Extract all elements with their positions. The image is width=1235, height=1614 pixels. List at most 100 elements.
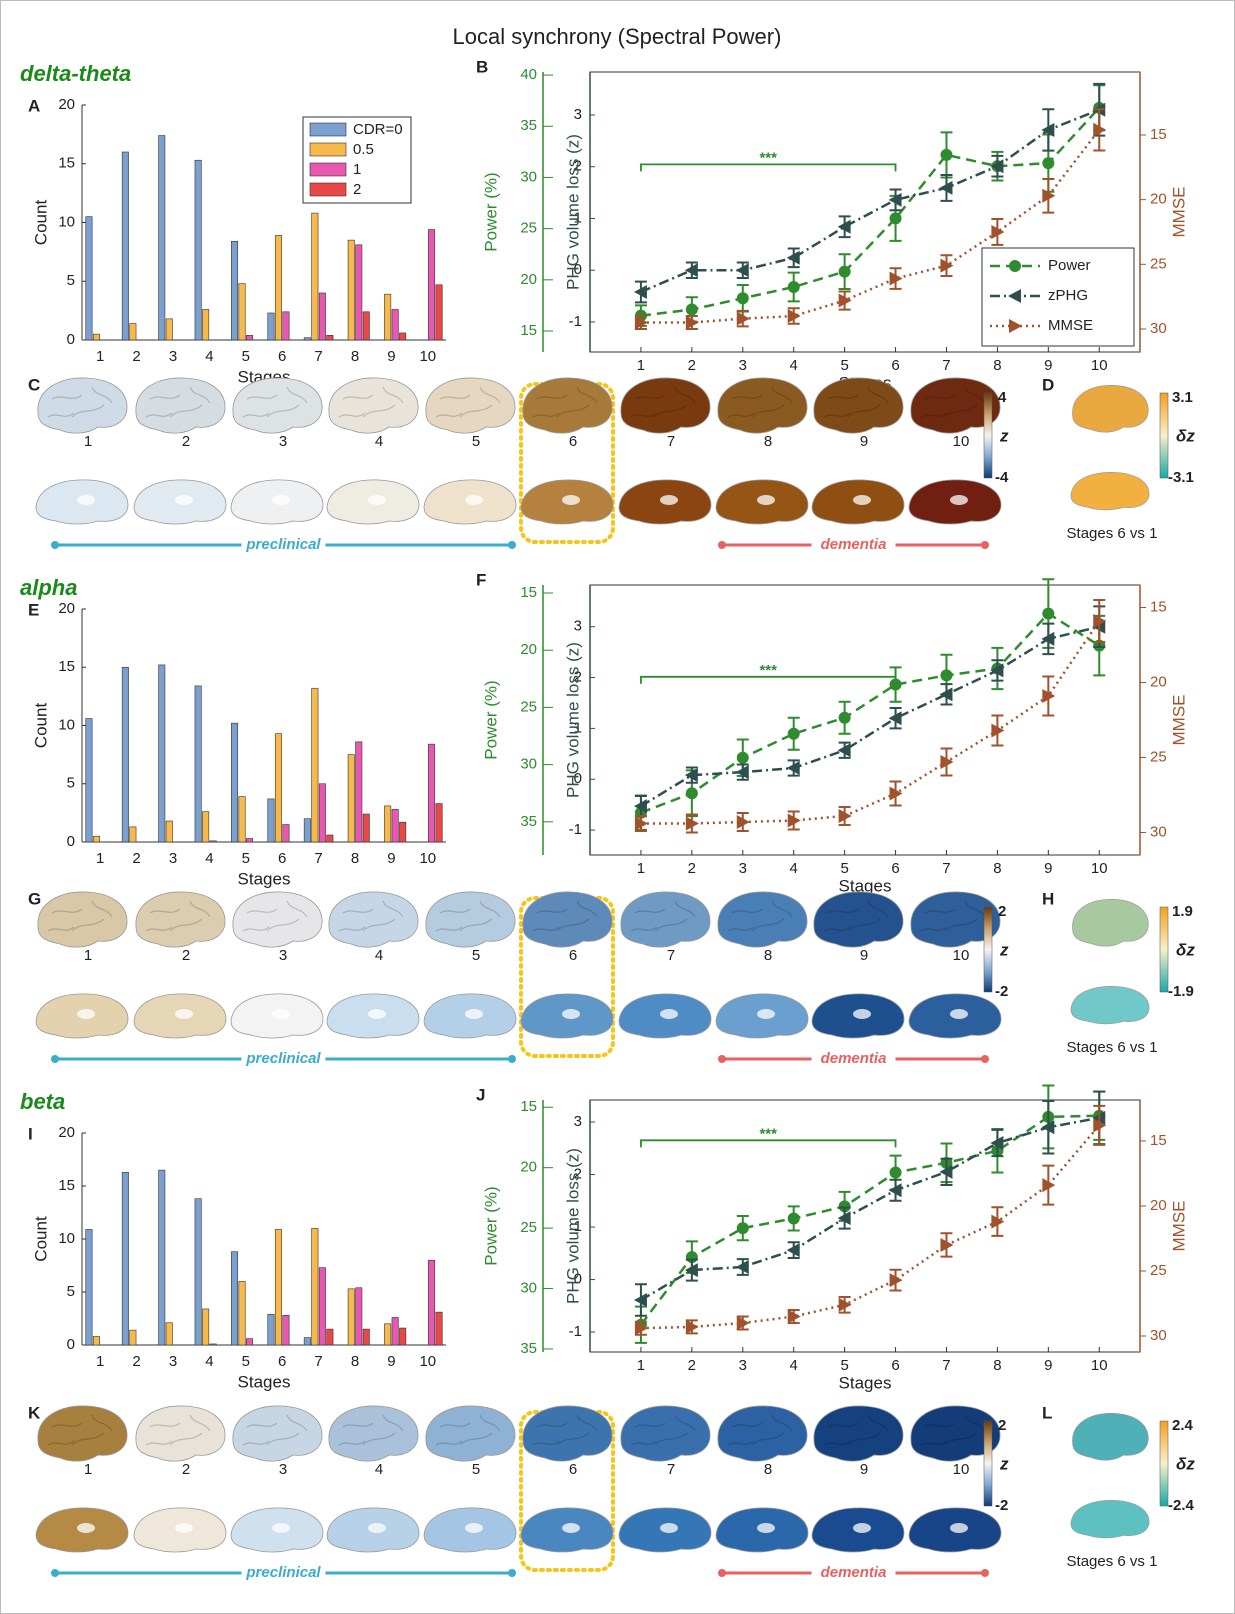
panel-letter: L [1042,1403,1052,1422]
bar [275,1229,281,1345]
x-tick-label: 4 [790,357,798,374]
legend-label: 0.5 [353,141,374,158]
stage-label: 4 [375,947,383,964]
medial-wall [950,495,968,505]
diff-brain-lateral [1073,899,1149,946]
marker [788,728,800,740]
bar [86,1229,92,1345]
brain-lateral [329,892,418,947]
bar [93,334,99,340]
section-label: delta-theta [20,61,131,86]
bar [246,335,252,340]
significance-label: *** [759,662,777,679]
brain-lateral [523,892,612,947]
preclinical-label: preclinical [245,1564,321,1581]
medial-wall [757,495,775,505]
diff-brain-medial [1071,986,1149,1023]
stage-label: 4 [375,1461,383,1478]
y-tick-label: 20 [58,600,75,617]
bar [312,688,318,842]
y-tick-label: 20 [58,1124,75,1141]
marker [686,787,698,799]
x-tick-label: 2 [132,348,140,365]
bar [312,1228,318,1345]
preclinical-end [508,541,516,549]
medial-wall [465,1523,483,1533]
diff-colorbar-min: -2.4 [1168,1497,1195,1514]
x-tick-label: 8 [993,357,1001,374]
bar [327,1329,333,1345]
bar [86,719,92,842]
diff-colorbar-label: δz [1176,426,1195,445]
marker [788,281,800,293]
y2-tick-label: 20 [1150,1197,1167,1214]
medial-wall [757,1009,775,1019]
bar [384,806,390,842]
medial-wall [175,495,193,505]
medial-wall [950,1523,968,1533]
x-tick-label: 4 [790,1357,798,1374]
bar [159,665,165,842]
legend-label: zPHG [1048,287,1088,304]
legend-label: MMSE [1048,317,1093,334]
stage-label: 5 [472,947,480,964]
medial-wall [660,1009,678,1019]
diff-colorbar-min: -1.9 [1168,983,1194,1000]
stage-label: 2 [182,1461,190,1478]
stage-label: 8 [764,1461,772,1478]
stage-label: 6 [569,433,577,450]
series-line [641,1116,1099,1325]
x-tick-label: 10 [1091,357,1108,374]
x-tick-label: 5 [242,1353,250,1370]
bar [304,819,310,842]
y2-tick-label: 30 [1150,320,1167,337]
y3-tick-label: 35 [520,813,537,830]
stage-label: 9 [860,1461,868,1478]
colorbar-label: z [999,1454,1009,1473]
y-tick-label: 3 [574,106,582,123]
stage-label: 10 [953,947,970,964]
marker [940,669,952,681]
bar [239,797,245,842]
bar [130,1330,136,1345]
preclinical-label: preclinical [245,1050,321,1067]
dementia-end [718,1569,726,1577]
medial-wall [853,495,871,505]
figure-title: Local synchrony (Spectral Power) [453,24,782,49]
x-tick-label: 5 [840,860,848,877]
stage-label: 8 [764,947,772,964]
x-tick-label: 2 [132,1353,140,1370]
panel-letter: E [28,600,39,619]
medial-wall [175,1009,193,1019]
y-axis-label: PHG volume loss (z) [563,1148,582,1304]
x-tick-label: 10 [419,348,436,365]
dementia-end [981,1569,989,1577]
brain-lateral [233,378,322,433]
y-tick-label: 10 [58,1230,75,1247]
x-tick-label: 9 [387,348,395,365]
preclinical-end [508,1055,516,1063]
x-tick-label: 6 [278,1353,286,1370]
y3-axis-label: Power (%) [481,680,500,759]
bar [399,333,405,340]
dementia-label: dementia [821,1564,887,1581]
x-tick-label: 3 [169,1353,177,1370]
bar [363,1329,369,1345]
y3-tick-label: 30 [520,1280,537,1297]
x-tick-label: 1 [96,850,104,867]
x-tick-label: 8 [351,348,359,365]
x-tick-label: 4 [790,860,798,877]
bar [159,136,165,340]
x-tick-label: 10 [419,1353,436,1370]
panel-letter: C [28,375,40,394]
bar [130,324,136,340]
brain-lateral [329,1406,418,1461]
x-tick-label: 4 [205,348,213,365]
plot-frame [590,1100,1140,1352]
diff-colorbar-label: δz [1176,940,1195,959]
x-tick-label: 10 [1091,1357,1108,1374]
brain-lateral [814,892,903,947]
y-tick-label: -1 [569,1323,582,1340]
brain-lateral [329,378,418,433]
bar [239,284,245,340]
